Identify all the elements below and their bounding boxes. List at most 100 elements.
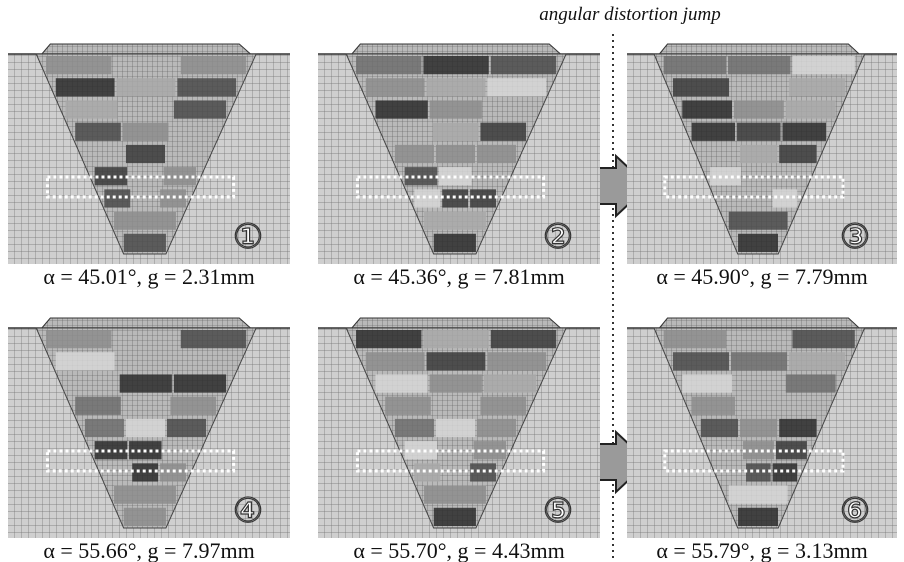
weld-pass (430, 374, 482, 392)
weld-pass (366, 78, 425, 96)
weld-pass (484, 374, 536, 392)
weld-pass (65, 100, 117, 118)
weld-pass (738, 234, 778, 252)
weld-pass (85, 419, 124, 437)
weld-pass (692, 123, 735, 141)
weld-pass (434, 508, 476, 526)
weld-pass (126, 145, 165, 163)
weld-pass (114, 486, 176, 504)
weld-pass (673, 78, 729, 96)
weld-pass (123, 123, 169, 141)
mesh-panel: ② (318, 44, 600, 264)
weld-pass (75, 397, 121, 415)
weld-pass (356, 330, 421, 348)
panel-caption: α = 55.79°, g = 3.13mm (656, 538, 867, 562)
weld-pass (46, 56, 111, 74)
panel-number: ⑤ (543, 491, 573, 531)
weld-cap (659, 318, 859, 328)
weld-pass (779, 419, 816, 437)
panel-number: ④ (233, 491, 263, 531)
weld-pass (491, 56, 556, 74)
weld-pass (46, 330, 111, 348)
weld-pass (682, 374, 732, 392)
weld-pass (75, 123, 121, 141)
weld-pass (477, 145, 516, 163)
figure: angular distortion jump ①α = 45.01°, g =… (0, 0, 904, 562)
weld-pass (480, 123, 526, 141)
weld-pass (731, 352, 787, 370)
weld-pass (427, 78, 486, 96)
weld-pass (424, 486, 486, 504)
weld-pass (664, 330, 726, 348)
weld-pass (124, 234, 166, 252)
weld-pass (487, 352, 546, 370)
weld-pass (424, 212, 486, 230)
weld-pass (120, 374, 172, 392)
weld-pass (117, 78, 176, 96)
weld-pass (789, 78, 845, 96)
weld-pass (177, 78, 236, 96)
panel-caption: α = 55.70°, g = 4.43mm (353, 538, 564, 562)
weld-pass (673, 352, 729, 370)
weld-pass (181, 330, 246, 348)
weld-pass (385, 397, 431, 415)
weld-pass (692, 397, 735, 415)
weld-pass (740, 419, 777, 437)
weld-pass (477, 419, 516, 437)
weld-pass (375, 374, 427, 392)
panel-caption: α = 55.66°, g = 7.97mm (43, 538, 254, 562)
weld-pass (423, 56, 488, 74)
panel-number: ③ (840, 217, 870, 257)
weld-pass (174, 374, 226, 392)
weld-cap (352, 318, 561, 328)
weld-pass (356, 56, 421, 74)
weld-pass (734, 100, 784, 118)
weld-pass (783, 123, 826, 141)
weld-pass (167, 419, 206, 437)
weld-pass (789, 352, 845, 370)
mesh-panel: ⑥ (627, 318, 897, 538)
weld-pass (56, 78, 115, 96)
weld-pass (729, 212, 788, 230)
weld-pass (436, 145, 475, 163)
weld-pass (487, 78, 546, 96)
weld-pass (664, 56, 726, 74)
weld-pass (729, 486, 788, 504)
weld-pass (786, 374, 836, 392)
weld-pass (436, 419, 475, 437)
weld-pass (737, 123, 780, 141)
annotation: angular distortion jump (539, 4, 721, 25)
weld-pass (701, 419, 738, 437)
weld-pass (395, 419, 434, 437)
weld-pass (491, 330, 556, 348)
weld-cap (42, 318, 251, 328)
panel-caption: α = 45.90°, g = 7.79mm (656, 264, 867, 289)
weld-pass (433, 123, 479, 141)
weld-pass (728, 56, 790, 74)
mesh-panel: ③ (627, 44, 897, 264)
weld-pass (366, 352, 425, 370)
weld-pass (375, 100, 427, 118)
weld-cap (42, 44, 251, 54)
panel-number: ⑥ (840, 491, 870, 531)
mesh-panel: ① (8, 44, 290, 264)
weld-pass (181, 56, 246, 74)
weld-pass (423, 330, 488, 348)
panel-number: ② (543, 217, 573, 257)
weld-pass (792, 56, 854, 74)
weld-pass (427, 352, 486, 370)
weld-cap (352, 44, 561, 54)
weld-pass (480, 397, 526, 415)
weld-pass (682, 100, 732, 118)
weld-pass (434, 234, 476, 252)
weld-cap (659, 44, 859, 54)
weld-pass (779, 145, 816, 163)
weld-pass (124, 508, 166, 526)
weld-pass (786, 100, 836, 118)
panel-caption: α = 45.36°, g = 7.81mm (353, 264, 564, 289)
mesh-panel: ⑤ (318, 318, 600, 538)
weld-pass (114, 212, 176, 230)
panel-caption: α = 45.01°, g = 2.31mm (43, 264, 254, 289)
mesh-panel: ④ (8, 318, 290, 538)
weld-pass (740, 145, 777, 163)
